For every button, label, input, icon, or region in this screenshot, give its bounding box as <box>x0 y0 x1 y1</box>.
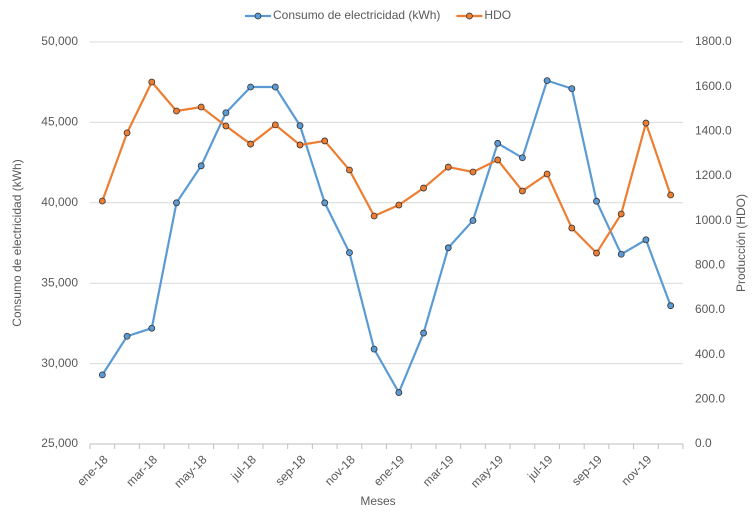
y2-tick-label: 800.0 <box>695 258 725 272</box>
data-point <box>469 168 477 176</box>
data-point <box>271 83 279 91</box>
data-point <box>420 329 427 337</box>
data-point <box>222 122 230 130</box>
data-point <box>148 324 156 332</box>
y2-tick-label: 400.0 <box>695 347 725 361</box>
data-point <box>420 184 427 192</box>
data-point <box>321 199 329 207</box>
data-point <box>568 224 576 232</box>
y2-tick-label: 1000.0 <box>695 213 732 227</box>
y2-tick-label: 1800.0 <box>695 34 732 48</box>
y-tick-label: 45,000 <box>41 115 78 129</box>
data-point <box>667 191 675 199</box>
legend-marker <box>466 12 473 20</box>
y2-tick-label: 1600.0 <box>695 79 732 93</box>
x-tick-label: nov-18 <box>322 452 358 488</box>
data-point <box>444 244 452 252</box>
data-point <box>197 162 205 170</box>
data-point <box>148 78 156 86</box>
data-point <box>494 156 502 164</box>
data-point <box>593 249 600 257</box>
data-point <box>370 345 378 353</box>
y-tick-label: 25,000 <box>41 436 78 450</box>
series-line <box>101 79 672 396</box>
data-point <box>617 210 625 218</box>
y-tick-label: 30,000 <box>41 356 78 370</box>
data-point <box>543 170 551 178</box>
x-tick-label: jul-19 <box>524 452 556 484</box>
data-point <box>247 140 255 148</box>
data-point <box>173 199 180 207</box>
x-tick-label: mar-19 <box>420 452 457 489</box>
x-tick-label: may-19 <box>468 452 506 490</box>
x-tick-label: jul-18 <box>228 452 260 484</box>
data-point <box>593 197 600 205</box>
data-point <box>518 154 526 162</box>
y2-tick-label: 0.0 <box>695 436 712 450</box>
x-axis-label: Meses <box>360 494 395 508</box>
data-point <box>321 137 329 145</box>
data-point <box>296 122 304 130</box>
data-point <box>173 107 180 115</box>
data-point <box>642 236 650 244</box>
data-point <box>469 217 477 224</box>
x-tick-label: nov-19 <box>618 452 654 488</box>
data-point <box>543 77 551 84</box>
data-point <box>395 201 403 209</box>
data-point <box>617 250 625 258</box>
data-point <box>444 163 452 171</box>
x-tick-label: sep-19 <box>569 452 605 488</box>
data-point <box>197 103 205 111</box>
data-point <box>395 389 403 396</box>
data-point <box>346 249 353 257</box>
x-tick-label: sep-18 <box>273 452 309 488</box>
data-point <box>494 139 502 147</box>
data-point <box>98 371 106 379</box>
legend-label: Consumo de electricidad (kWh) <box>273 8 440 22</box>
y2-axis-label: Producción (HDO) <box>734 194 748 292</box>
data-point <box>247 83 255 91</box>
legend-marker <box>254 12 262 20</box>
x-tick-label: mar-18 <box>123 452 160 489</box>
data-point <box>123 332 131 340</box>
y2-tick-label: 1400.0 <box>695 124 732 138</box>
series-line <box>101 79 672 255</box>
y2-tick-label: 600.0 <box>695 302 725 316</box>
data-point <box>296 141 304 149</box>
y-axis-label: Consumo de electricidad (kWh) <box>10 159 24 326</box>
data-point <box>568 85 576 93</box>
data-point <box>346 166 353 174</box>
data-point <box>667 302 675 310</box>
data-point <box>98 197 106 205</box>
data-point <box>222 109 230 117</box>
y-tick-label: 50,000 <box>41 34 78 48</box>
x-tick-label: ene-19 <box>371 452 408 489</box>
data-point <box>370 212 378 220</box>
x-tick-label: ene-18 <box>74 452 111 489</box>
x-tick-label: may-18 <box>171 452 209 490</box>
y-tick-label: 40,000 <box>41 195 78 209</box>
y2-tick-label: 1200.0 <box>695 168 732 182</box>
y2-tick-label: 200.0 <box>695 392 725 406</box>
legend-label: HDO <box>484 8 511 22</box>
data-point <box>642 119 650 127</box>
data-point <box>271 121 279 129</box>
data-point <box>518 187 526 195</box>
y-tick-label: 35,000 <box>41 275 78 289</box>
data-point <box>123 129 131 137</box>
